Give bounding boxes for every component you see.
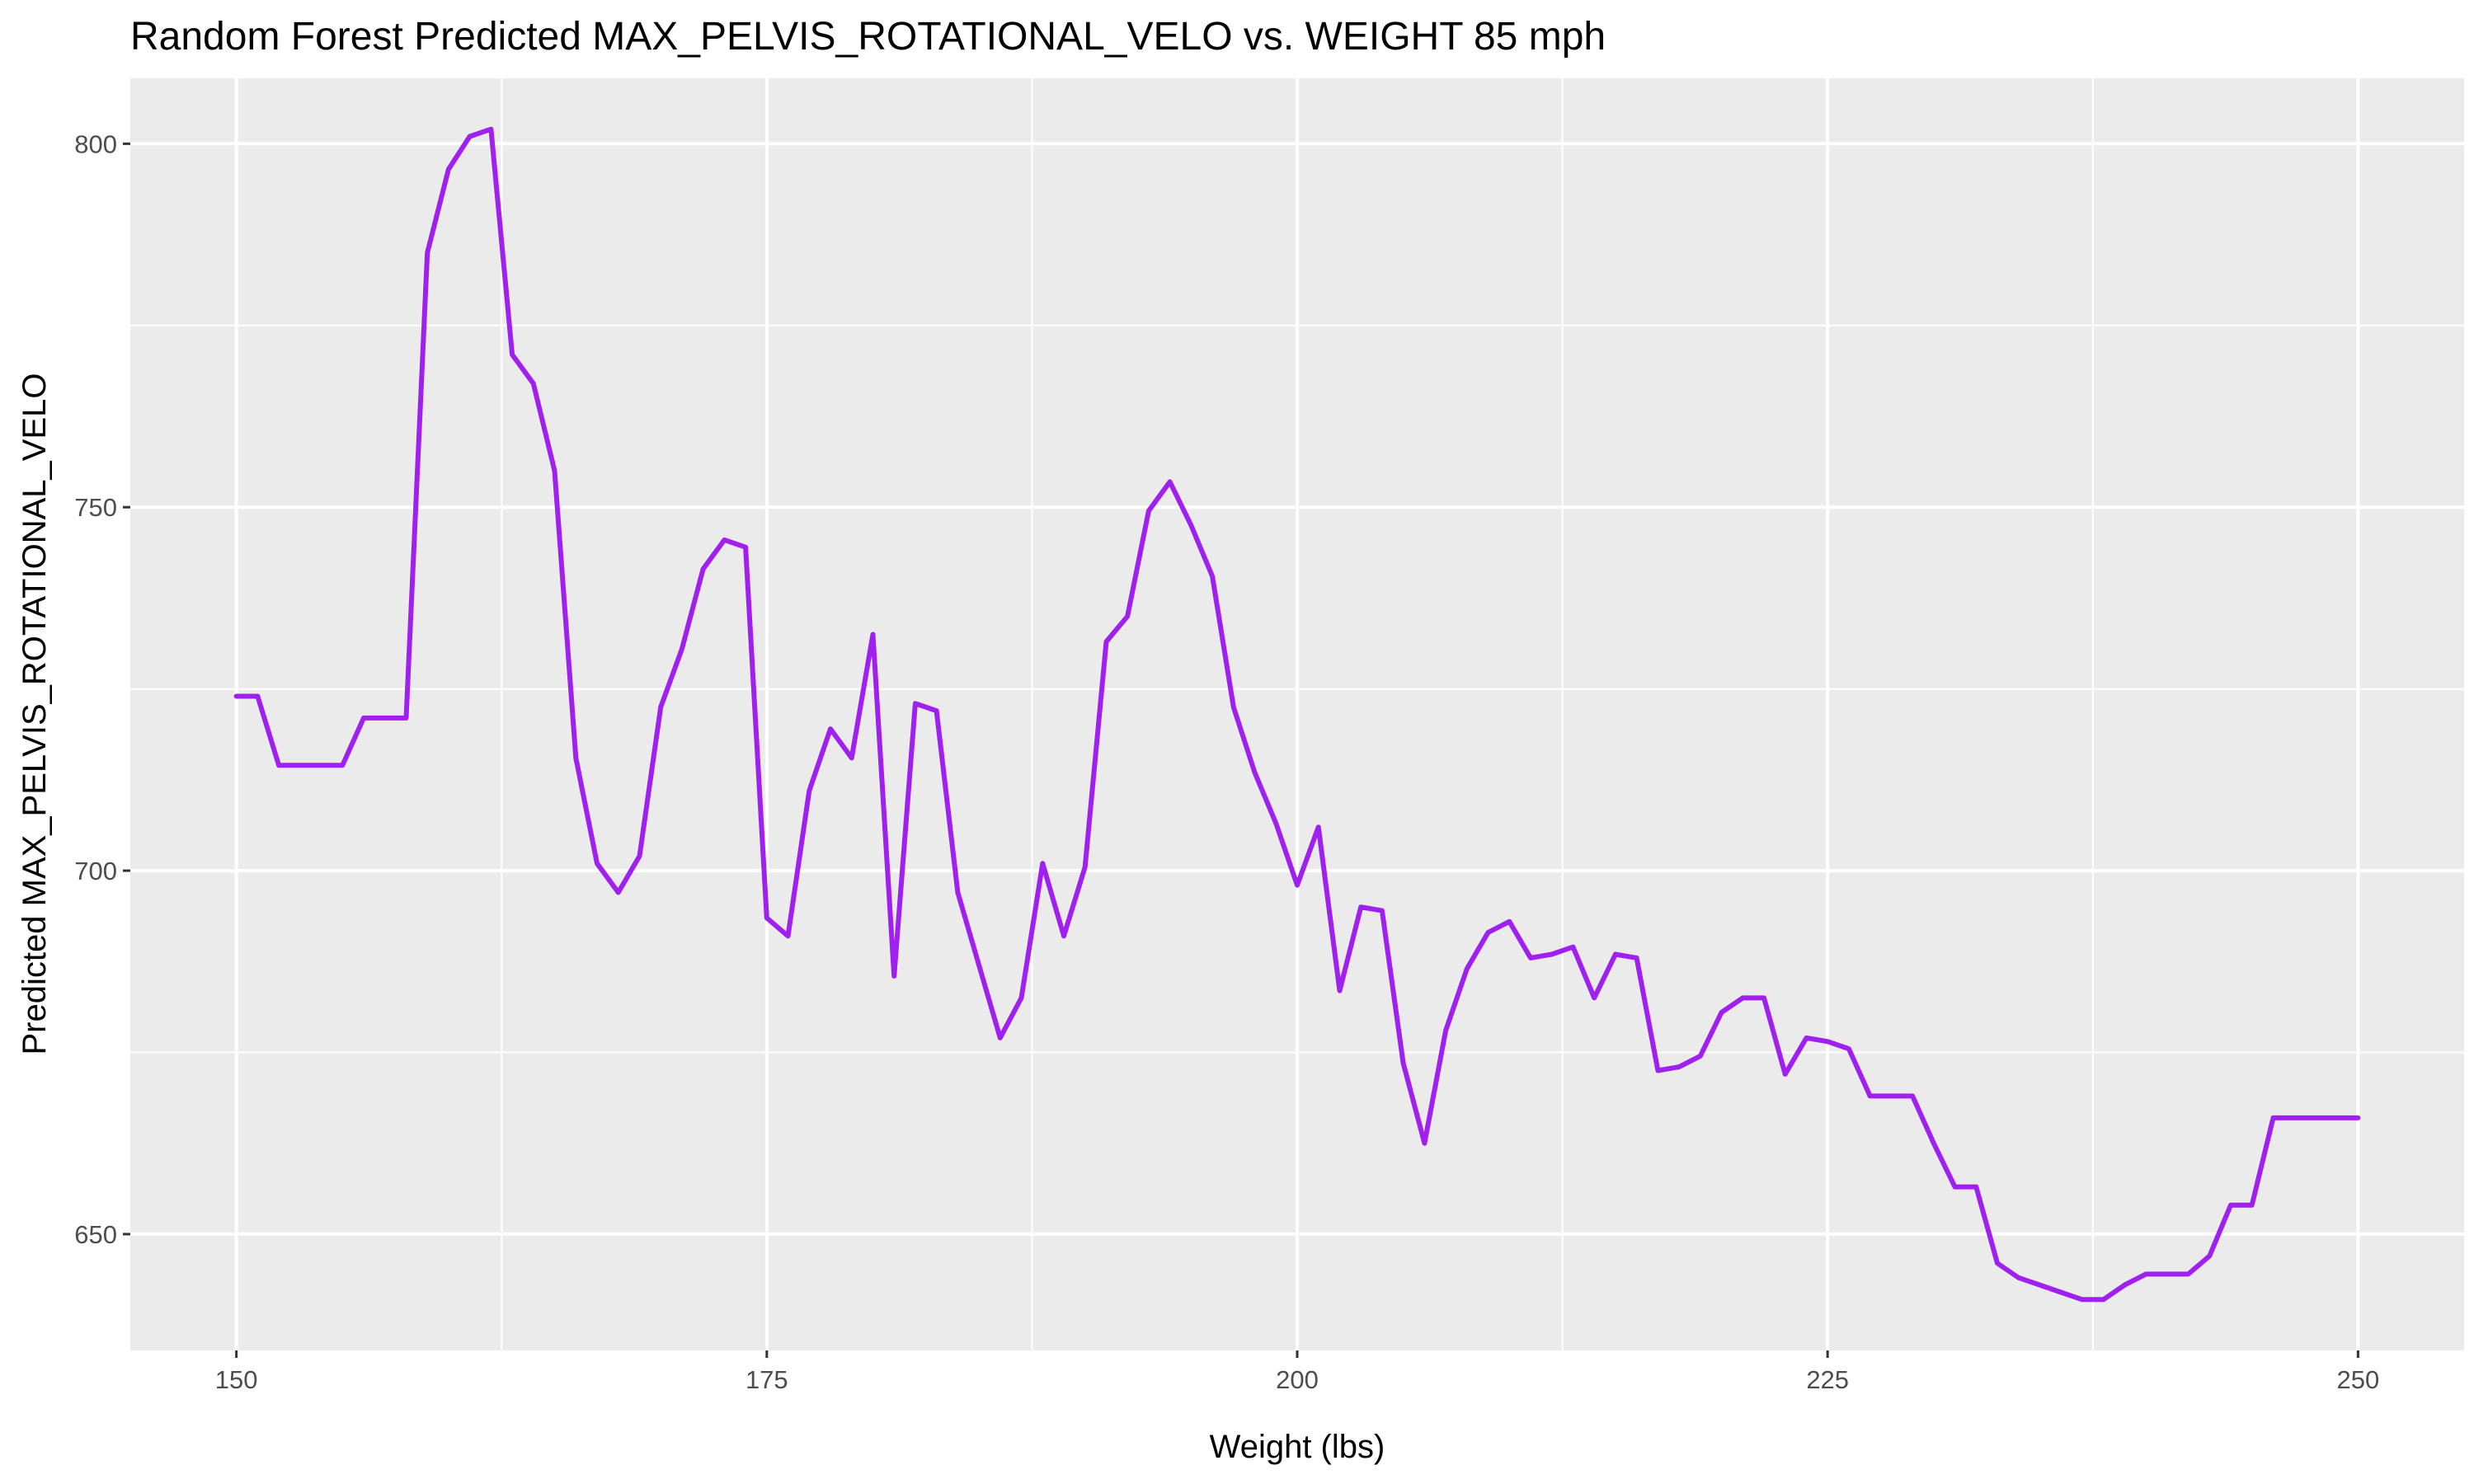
- major-grid: [130, 78, 2464, 1350]
- chart-title: Random Forest Predicted MAX_PELVIS_ROTAT…: [130, 15, 1606, 59]
- series-line: [233, 126, 2361, 1303]
- x-tick-label: 175: [745, 1365, 788, 1394]
- x-tick-label: 150: [215, 1365, 258, 1394]
- x-axis-label: Weight (lbs): [1210, 1429, 1385, 1465]
- x-tick-label: 225: [1806, 1365, 1849, 1394]
- y-tick-label: 700: [74, 857, 117, 885]
- x-tick-label: 200: [1276, 1365, 1319, 1394]
- y-tick-label: 650: [74, 1220, 117, 1249]
- y-tick-label: 800: [74, 129, 117, 158]
- tick-labels: 150 175 200 225 250 650 700 750 800: [74, 129, 2379, 1394]
- y-tick-label: 750: [74, 493, 117, 522]
- x-tick-label: 250: [2336, 1365, 2379, 1394]
- axis-ticks: [123, 142, 2359, 1358]
- y-axis-label: Predicted MAX_PELVIS_ROTATIONAL_VELO: [16, 373, 53, 1055]
